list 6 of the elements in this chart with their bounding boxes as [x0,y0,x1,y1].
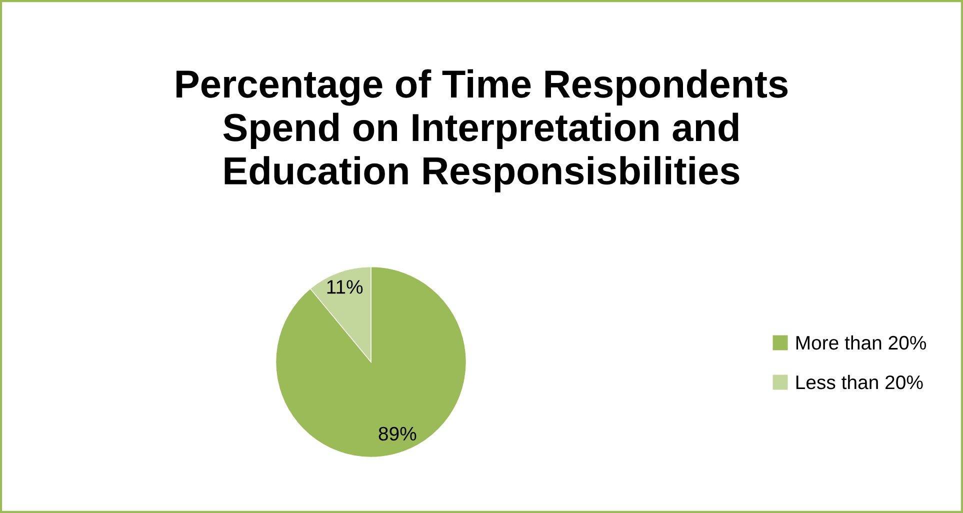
data-label: 11% [327,280,363,294]
data-label: 89% [378,426,416,441]
legend-label: Less than 20% [796,374,923,390]
chart-title: Percentage of Time Respondents Spend on Interpretation and Education Responsisbilities [176,69,788,192]
pie-slice [275,266,467,458]
legend-label: More than 20% [796,335,926,350]
